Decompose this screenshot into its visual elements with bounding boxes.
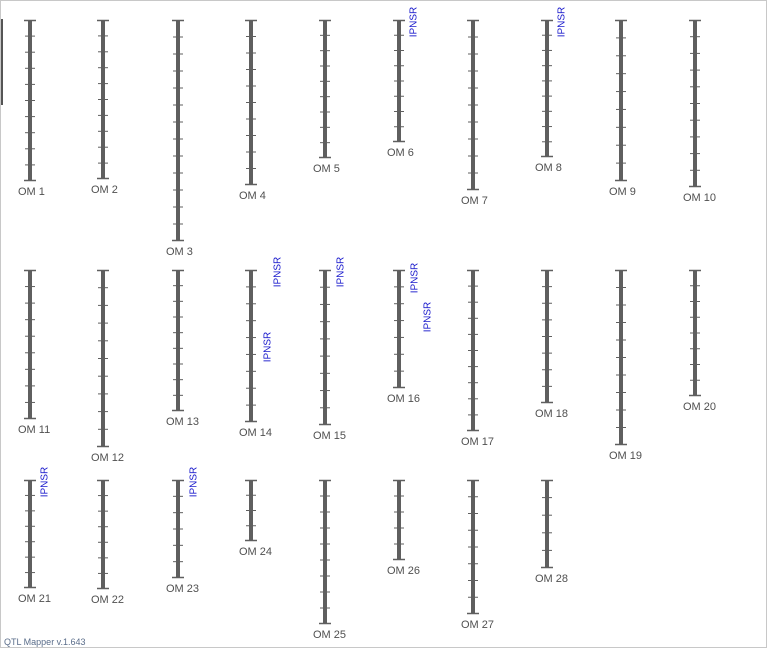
chromosome-10: OM 10 — [683, 19, 716, 204]
chromosome-label: OM 27 — [461, 619, 494, 631]
chromosome-axis — [323, 20, 327, 158]
chromosome-7: OM 7 — [461, 19, 488, 207]
chromosome-label: OM 2 — [91, 184, 118, 196]
chromosome-label: OM 20 — [683, 401, 716, 413]
chromosome-label: OM 24 — [239, 546, 272, 558]
chromosome-28: OM 28 — [535, 479, 568, 585]
chromosome-19: OM 19 — [609, 269, 642, 462]
chromosome-label: OM 21 — [18, 593, 51, 605]
chromosome-11: OM 11 — [18, 269, 50, 436]
chromosome-axis — [323, 270, 327, 425]
chromosome-4: OM 4 — [239, 19, 266, 202]
chromosome-label: OM 15 — [313, 430, 346, 442]
chromosome-axis — [249, 270, 253, 422]
chromosome-25: OM 25 — [313, 479, 346, 641]
chromosome-axis — [176, 270, 180, 411]
chromosome-label: OM 23 — [166, 583, 199, 595]
chromosome-label: OM 16 — [387, 393, 420, 405]
chromosome-6: OM 6 IPNSR — [387, 7, 420, 159]
chromosome-22: OM 22 — [91, 479, 124, 606]
chromosome-label: OM 19 — [609, 450, 642, 462]
chromosome-axis — [619, 20, 623, 181]
chromosome-26: OM 26 — [387, 479, 420, 577]
chromosome-axis — [545, 480, 549, 568]
chromosome-label: OM 12 — [91, 452, 124, 464]
chromosome-label: OM 26 — [387, 565, 420, 577]
chromosome-label: OM 8 — [535, 162, 562, 174]
qtl-label: IPNSR — [40, 467, 51, 498]
chromosome-axis — [397, 480, 401, 560]
chromosome-5: OM 5 — [313, 19, 340, 175]
chromosome-14: OM 14 IPNSR IPNSR — [239, 257, 284, 439]
chromosome-20: OM 20 — [683, 269, 716, 413]
qtl-label: IPNSR — [336, 257, 347, 288]
qtl-label: IPNSR — [189, 467, 200, 498]
chromosome-label: OM 1 — [18, 186, 45, 198]
chromosome-17: OM 17 — [461, 269, 494, 448]
chromosome-label: OM 10 — [683, 192, 716, 204]
qtl-label: IPNSR — [409, 7, 420, 38]
chromosome-label: OM 4 — [239, 190, 266, 202]
chromosome-15: OM 15 IPNSR — [313, 257, 347, 442]
chromosome-label: OM 3 — [166, 246, 193, 258]
chromosome-label: OM 11 — [18, 424, 50, 436]
chromosome-label: OM 18 — [535, 408, 568, 420]
chromosome-27: OM 27 — [461, 479, 494, 631]
chromosome-9: OM 9 — [609, 19, 636, 198]
chromosome-8: OM 8 IPNSR — [535, 7, 568, 174]
chromosome-label: OM 7 — [461, 195, 488, 207]
chromosome-18: OM 18 — [535, 269, 568, 420]
chromosome-axis — [28, 480, 32, 588]
qtl-label: IPNSR — [273, 257, 284, 288]
qtl-label: IPNSR — [423, 302, 434, 333]
chromosome-24: OM 24 — [239, 479, 272, 558]
chromosome-label: OM 22 — [91, 594, 124, 606]
chromosome-label: OM 13 — [166, 416, 199, 428]
chromosome-3: OM 3 — [166, 19, 193, 258]
chromosome-label: OM 6 — [387, 147, 414, 159]
chromosome-axis — [397, 270, 401, 388]
qtl-label: IPNSR — [557, 7, 568, 38]
chromosome-13: OM 13 — [166, 269, 199, 428]
chromosome-axis — [28, 270, 32, 419]
chromosome-label: OM 9 — [609, 186, 636, 198]
chromosome-label: OM 25 — [313, 629, 346, 641]
chromosome-21: OM 21 IPNSR — [18, 467, 51, 605]
chromosome-23: OM 23 IPNSR — [166, 467, 200, 595]
version-label: QTL Mapper v.1.643 — [4, 637, 86, 647]
chromosome-label: OM 17 — [461, 436, 494, 448]
chromosome-label: OM 5 — [313, 163, 340, 175]
chromosome-label: OM 14 — [239, 427, 272, 439]
chromosome-12: OM 12 — [91, 269, 124, 464]
chromosome-axis — [101, 480, 105, 589]
chromosome-2: OM 2 — [91, 19, 118, 196]
left-edge-bar — [1, 19, 3, 105]
chromosome-axis — [323, 480, 327, 624]
chromosome-axis — [545, 20, 549, 157]
qtl-label: IPNSR — [263, 332, 274, 363]
qtl-label: IPNSR — [410, 263, 421, 294]
chromosome-label: OM 28 — [535, 573, 568, 585]
chromosome-axis — [176, 20, 180, 241]
chromosome-1: OM 1 — [18, 19, 45, 198]
